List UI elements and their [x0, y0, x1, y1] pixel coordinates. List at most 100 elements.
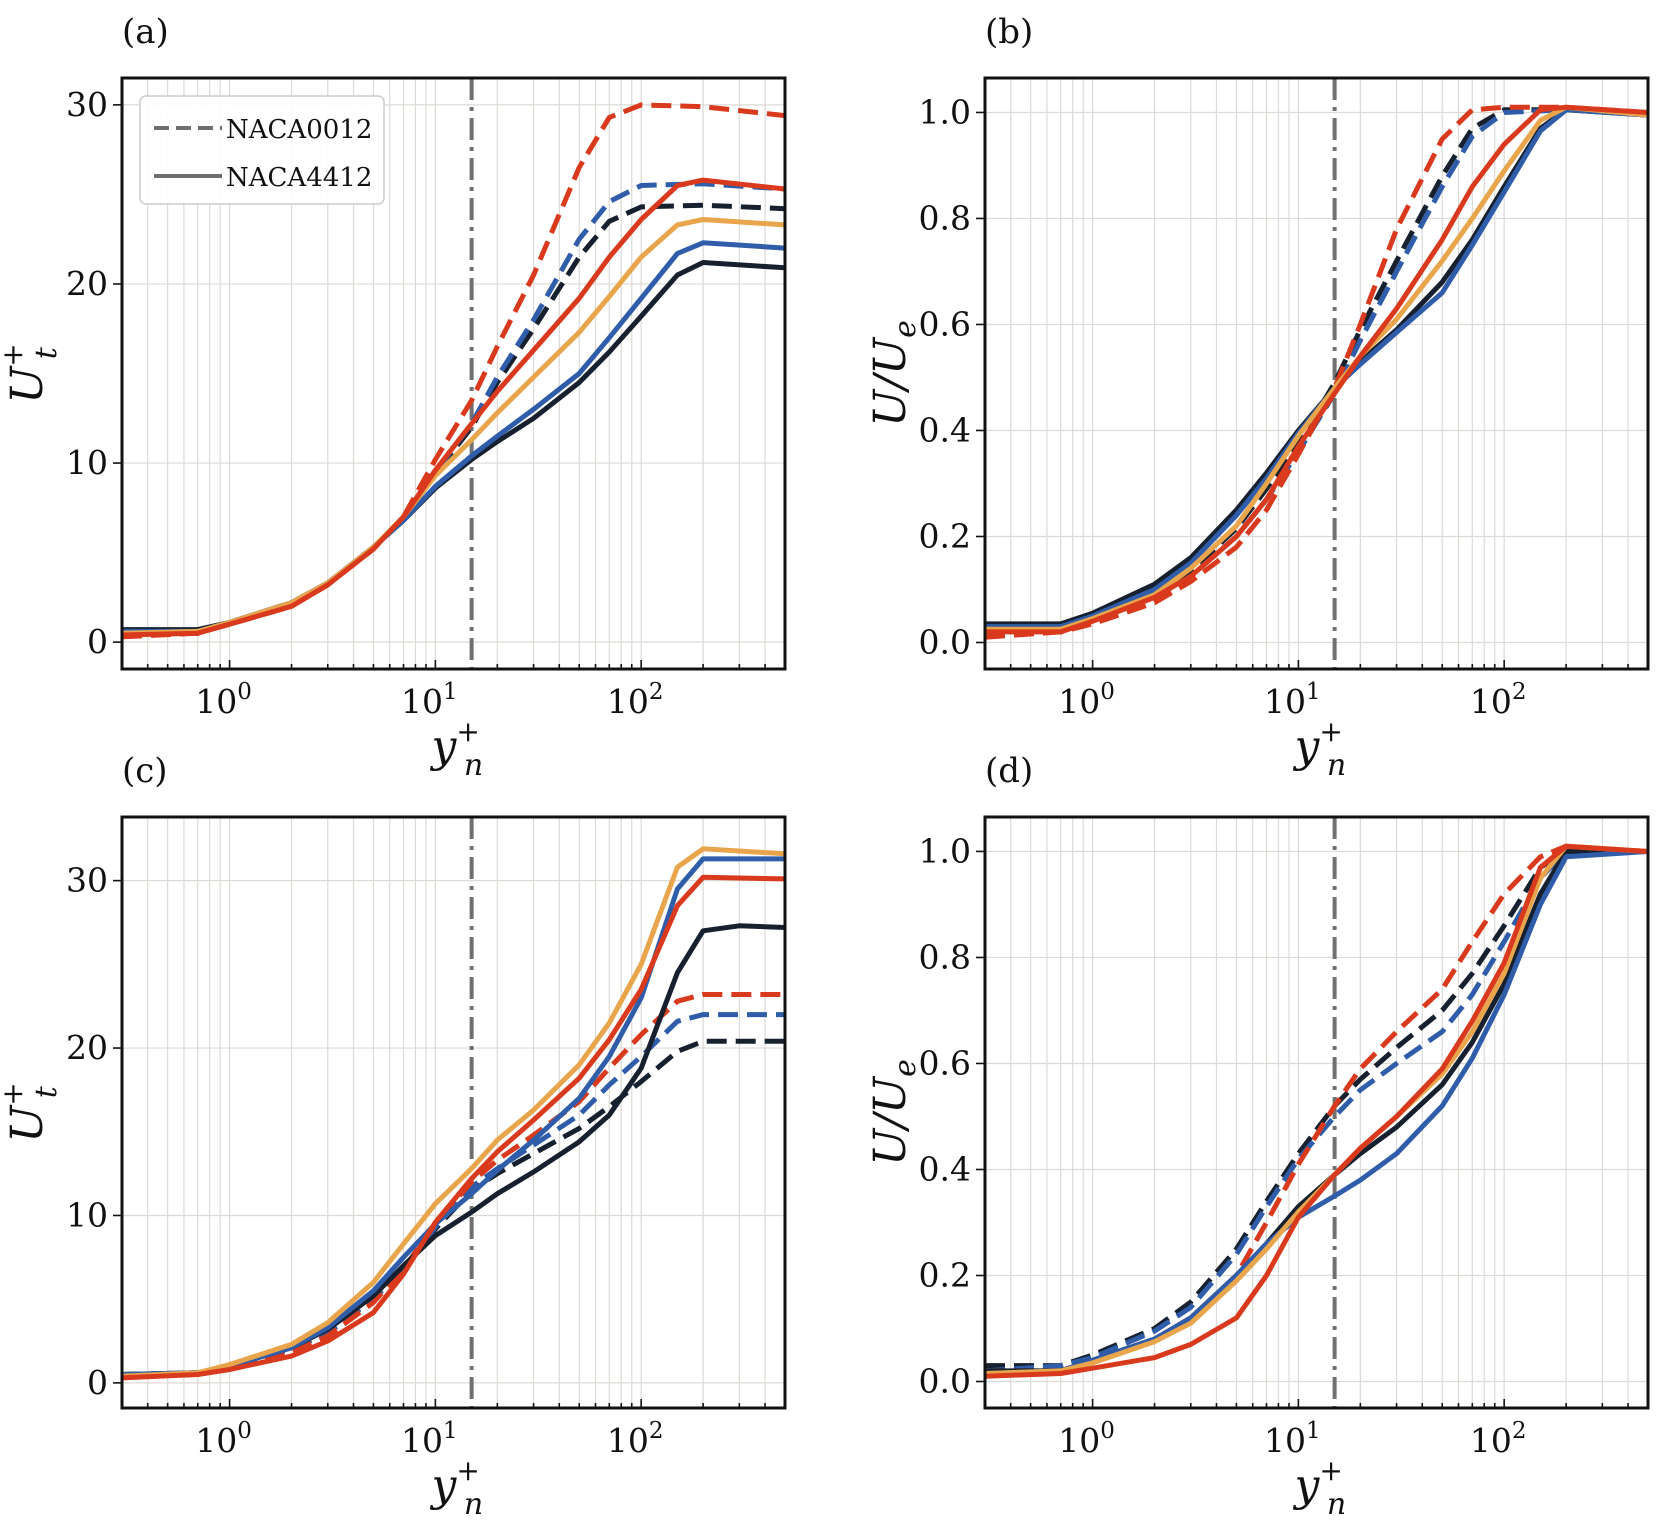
series-line-naca0012-blue — [985, 107, 1648, 635]
series-group — [122, 102, 785, 640]
x-tick-exponent: 1 — [1306, 679, 1321, 705]
x-axis-label-sub: n — [1327, 748, 1346, 783]
x-axis-label: y+ n — [430, 715, 484, 783]
series-line-naca0012-blue — [122, 181, 785, 638]
series-line-naca4412-orange — [985, 843, 1648, 1376]
series-line-naca4412-black — [985, 849, 1648, 1374]
y-tick-label: 0.4 — [919, 1149, 971, 1188]
x-axis-label-sub: n — [1327, 1487, 1346, 1522]
series-line-naca0012-red — [985, 843, 1648, 1374]
y-tick-label: 0.4 — [919, 410, 971, 449]
series-line-naca0012-red — [122, 102, 785, 640]
series-line-naca4412-orange — [122, 846, 785, 1379]
series-line-naca4412-blue — [985, 107, 1648, 630]
series-line-naca4412-blue — [985, 849, 1648, 1376]
y-axis-label: U/Ue — [865, 320, 923, 427]
x-axis-label-sub: n — [464, 748, 483, 783]
y-tick-label: 10 — [66, 1195, 108, 1234]
x-tick-label: 100 — [195, 1418, 252, 1460]
series-group — [985, 843, 1648, 1379]
y-tick-label: 0 — [87, 1363, 108, 1402]
panel-label: (c) — [122, 751, 168, 791]
series-line-naca4412-red — [985, 843, 1648, 1379]
x-tick-label: 102 — [1470, 1418, 1527, 1460]
series-line-naca4412-red — [122, 177, 785, 638]
y-axis-label: U+t — [0, 1082, 64, 1143]
x-axis-label-sub: n — [464, 1487, 483, 1522]
y-tick-label: 1.0 — [919, 831, 971, 870]
x-tick-exponent: 1 — [1306, 1418, 1321, 1444]
series-line-naca4412-blue — [122, 240, 785, 634]
series-line-naca4412-black — [985, 107, 1648, 627]
y-axis-label-sub: e — [888, 1059, 923, 1077]
y-tick-label: 0 — [87, 622, 108, 661]
x-tick-exponent: 2 — [649, 679, 664, 705]
plot-frame — [983, 76, 1650, 671]
series-line-naca4412-blue — [122, 856, 785, 1377]
panel-label: (b) — [985, 12, 1033, 52]
grid — [984, 817, 1649, 1408]
x-axis-label: y+ n — [430, 1454, 484, 1522]
y-tick-label: 0.0 — [919, 622, 971, 661]
y-tick-label: 0.8 — [919, 198, 971, 237]
series-line-naca4412-orange — [122, 217, 785, 636]
x-tick-exponent: 0 — [237, 679, 252, 705]
series-line-naca0012-blue — [985, 849, 1648, 1374]
x-tick-exponent: 0 — [237, 1418, 252, 1444]
y-tick-label: 20 — [66, 264, 108, 303]
x-axis-label-sup: + — [456, 1454, 479, 1487]
x-tick-label: 101 — [1264, 1418, 1321, 1460]
series-line-naca0012-blue — [122, 1012, 785, 1377]
plot-frame — [983, 815, 1650, 1410]
y-tick-label: 0.6 — [919, 304, 971, 343]
y-tick-label: 0.0 — [919, 1361, 971, 1400]
x-tick-exponent: 0 — [1100, 1418, 1115, 1444]
x-tick-exponent: 2 — [1512, 679, 1527, 705]
y-axis-label-sup: + — [0, 343, 29, 366]
grid — [984, 78, 1649, 669]
x-tick-label: 100 — [1058, 1418, 1115, 1460]
y-tick-label: 0.6 — [919, 1043, 971, 1082]
y-axis-label-sub: t — [29, 346, 64, 359]
legend: NACA0012 NACA4412 — [139, 95, 385, 205]
panel-label: (d) — [985, 751, 1033, 791]
y-axis-label-sup: + — [0, 1082, 29, 1105]
panel-a: 0102030100101102(a)y+nU+tNACA0012NACA441… — [0, 12, 787, 783]
x-tick-label: 102 — [1470, 679, 1527, 721]
x-tick-exponent: 2 — [1512, 1418, 1527, 1444]
x-axis-label-sup: + — [456, 715, 479, 748]
series-line-naca4412-black — [122, 923, 785, 1377]
plot-frame — [120, 76, 787, 671]
y-axis-label: U/Ue — [865, 1059, 923, 1166]
x-tick-exponent: 1 — [443, 679, 458, 705]
y-tick-label: 20 — [66, 1028, 108, 1067]
series-line-naca0012-red — [985, 104, 1648, 640]
x-axis-label: y+ n — [1293, 715, 1347, 783]
y-axis-label-sub: e — [888, 320, 923, 338]
x-tick-exponent: 1 — [443, 1418, 458, 1444]
x-tick-label: 101 — [1264, 679, 1321, 721]
y-tick-label: 0.2 — [919, 516, 971, 555]
grid — [121, 817, 786, 1408]
x-axis-label-sup: + — [1319, 715, 1342, 748]
series-line-naca4412-red — [985, 104, 1648, 635]
series-line-naca0012-black — [985, 849, 1648, 1369]
x-tick-label: 100 — [195, 679, 252, 721]
plot-frame — [120, 815, 787, 1410]
y-tick-label: 30 — [66, 85, 108, 124]
legend-label-naca0012: NACA0012 — [226, 115, 372, 145]
x-tick-label: 102 — [607, 1418, 664, 1460]
x-tick-label: 101 — [401, 1418, 458, 1460]
x-axis-label-sup: + — [1319, 1454, 1342, 1487]
x-tick-label: 102 — [607, 679, 664, 721]
series-line-naca4412-red — [122, 874, 785, 1381]
x-axis-label: y+ n — [1293, 1454, 1347, 1522]
x-tick-label: 100 — [1058, 679, 1115, 721]
panel-label: (a) — [122, 12, 169, 52]
series-group — [122, 846, 785, 1381]
y-axis-label: U+t — [0, 343, 64, 404]
